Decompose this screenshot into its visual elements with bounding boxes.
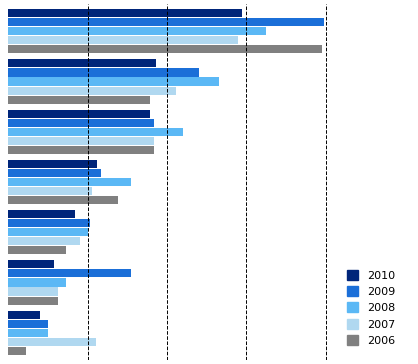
Bar xyxy=(8,9,242,17)
Bar xyxy=(8,96,150,104)
Bar xyxy=(8,187,92,195)
Bar xyxy=(8,46,322,54)
Bar xyxy=(8,320,48,328)
Bar xyxy=(8,119,153,127)
Bar xyxy=(8,246,66,254)
Bar xyxy=(8,169,101,177)
Bar xyxy=(8,59,156,67)
Bar xyxy=(8,297,58,305)
Bar xyxy=(8,110,150,118)
Bar xyxy=(8,36,238,44)
Bar xyxy=(8,128,183,136)
Bar xyxy=(8,196,118,204)
Bar xyxy=(8,237,80,245)
Bar xyxy=(8,269,131,277)
Bar xyxy=(8,310,40,318)
Bar xyxy=(8,146,153,154)
Bar xyxy=(8,78,219,86)
Bar xyxy=(8,27,266,35)
Bar xyxy=(8,278,66,286)
Bar xyxy=(8,338,96,346)
Bar xyxy=(8,347,25,355)
Bar xyxy=(8,288,58,296)
Legend: 2010, 2009, 2008, 2007, 2006: 2010, 2009, 2008, 2007, 2006 xyxy=(338,261,404,355)
Bar xyxy=(8,228,88,236)
Bar xyxy=(8,219,89,227)
Bar xyxy=(8,18,324,26)
Bar xyxy=(8,160,97,168)
Bar xyxy=(8,260,54,268)
Bar xyxy=(8,210,75,218)
Bar xyxy=(8,137,153,145)
Bar xyxy=(8,329,48,337)
Bar xyxy=(8,178,131,186)
Bar xyxy=(8,87,176,95)
Bar xyxy=(8,68,199,76)
